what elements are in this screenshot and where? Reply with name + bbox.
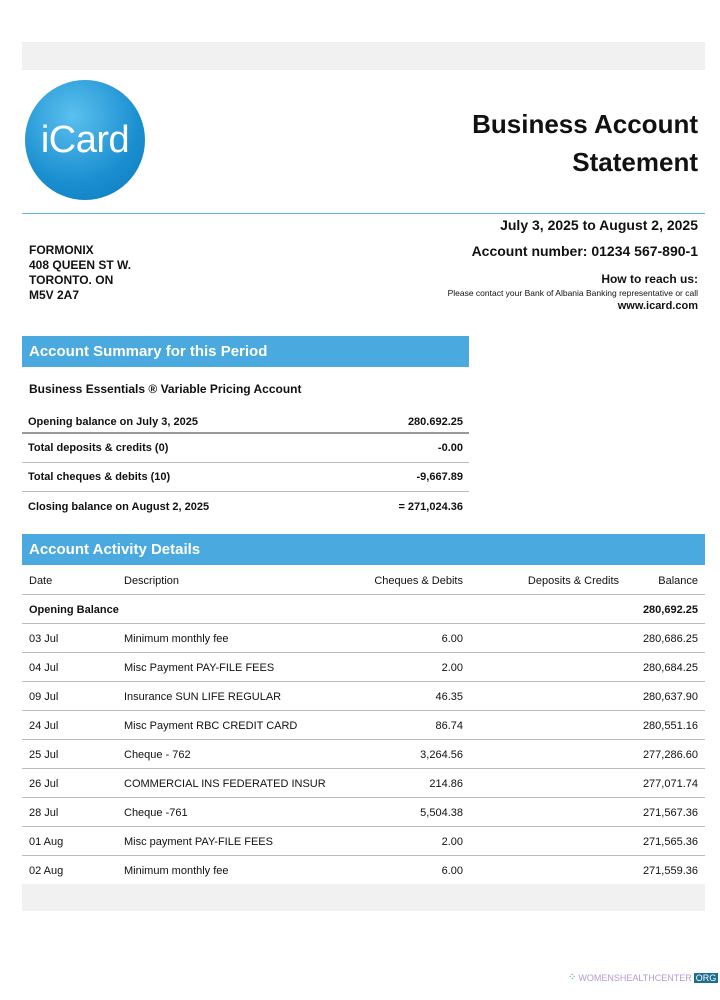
table-row: 26 Jul COMMERCIAL INS FEDERATED INSUR 214.… bbox=[22, 769, 705, 798]
table-row: 01 Aug Misc payment PAY-FILE FEES 2.00 271,… bbox=[22, 827, 705, 856]
cell-debit: 5,504.38 bbox=[420, 807, 463, 819]
account-number: Account number: 01234 567-890-1 bbox=[471, 243, 698, 259]
activity-heading: Account Activity Details bbox=[22, 534, 705, 565]
table-row: 25 Jul Cheque - 762 3,264.56 277,286.60 bbox=[22, 740, 705, 769]
cell-debit: 2.00 bbox=[441, 836, 463, 848]
cell-debit: 214.86 bbox=[429, 778, 463, 790]
summary-label: Total cheques & debits (10) bbox=[28, 471, 171, 483]
table-row: 03 Jul Minimum monthly fee 6.00 280,686.25 bbox=[22, 624, 705, 653]
cell-debit: 3,264.56 bbox=[420, 749, 463, 761]
cell-desc: COMMERCIAL INS FEDERATED INSUR bbox=[124, 778, 326, 790]
cell-date: 04 Jul bbox=[29, 662, 59, 674]
col-debits: Cheques & Debits bbox=[374, 575, 463, 587]
cell-debit: 86.74 bbox=[435, 720, 463, 732]
cell-desc: Cheque - 762 bbox=[124, 749, 191, 761]
cell-date: 09 Jul bbox=[29, 691, 59, 703]
reach-title: How to reach us: bbox=[601, 272, 698, 286]
summary-value: = 271,024.36 bbox=[398, 500, 463, 513]
summary-label: Closing balance on August 2, 2025 bbox=[28, 500, 210, 513]
cell-debit: 2.00 bbox=[441, 662, 463, 674]
reach-text: Please contact your Bank of Albania Bank… bbox=[447, 288, 698, 298]
col-description: Description bbox=[124, 575, 180, 587]
cell-desc: Misc payment PAY-FILE FEES bbox=[124, 836, 273, 848]
cell-date: 26 Jul bbox=[29, 778, 59, 790]
icard-logo: iCard bbox=[25, 80, 145, 200]
summary-row: Opening balance on July 3, 2025 280.692.2… bbox=[22, 412, 469, 434]
cell-desc: Minimum monthly fee bbox=[124, 633, 229, 645]
cell-balance: 271,559.36 bbox=[642, 865, 698, 877]
divider bbox=[22, 213, 705, 214]
cell-date: 25 Jul bbox=[29, 749, 59, 761]
cell-desc: Insurance SUN LIFE REGULAR bbox=[124, 691, 282, 703]
statement-period: July 3, 2025 to August 2, 2025 bbox=[500, 217, 698, 233]
summary-label: Opening balance on July 3, 2025 bbox=[28, 416, 198, 428]
cell-debit: 6.00 bbox=[441, 865, 463, 877]
col-date: Date bbox=[29, 575, 53, 587]
customer-address: FORMONIX 408 QUEEN ST W. TORONTO. ON M5V… bbox=[29, 243, 131, 303]
table-row: 28 Jul Cheque -761 5,504.38 271,567.36 bbox=[22, 798, 705, 827]
cell-date: 01 Aug bbox=[29, 836, 64, 848]
cell-desc: Misc Payment PAY-FILE FEES bbox=[124, 662, 275, 674]
cell-balance: 280,686.25 bbox=[642, 633, 698, 645]
page-title: Business Account Statement bbox=[472, 105, 698, 181]
watermark-badge: ORG bbox=[693, 972, 719, 983]
cell-balance: 271,567.36 bbox=[642, 807, 698, 819]
summary-label: Total deposits & credits (0) bbox=[28, 442, 169, 454]
cell-debit: 46.35 bbox=[435, 691, 463, 703]
summary-value: -0.00 bbox=[437, 442, 463, 454]
cell-balance: 280,551.16 bbox=[642, 720, 698, 732]
opening-label: Opening Balance bbox=[29, 604, 119, 616]
cell-desc: Minimum monthly fee bbox=[124, 865, 229, 877]
table-row: 02 Aug Minimum monthly fee 6.00 271,559.36 bbox=[22, 856, 705, 885]
table-header: Date Description Cheques & Debits Deposi… bbox=[22, 566, 705, 595]
cell-date: 02 Aug bbox=[29, 865, 64, 877]
address-line: FORMONIX bbox=[29, 243, 94, 257]
title-line1: Business Account bbox=[472, 109, 698, 139]
opening-balance: 280,692.25 bbox=[642, 604, 698, 616]
col-credits: Deposits & Credits bbox=[527, 575, 619, 587]
address-line: TORONTO. ON bbox=[29, 273, 114, 287]
summary-row: Total deposits & credits (0) -0.00 bbox=[22, 434, 469, 463]
website-link[interactable]: www.icard.com bbox=[617, 300, 698, 312]
logo-text: iCard bbox=[40, 118, 130, 161]
cell-date: 28 Jul bbox=[29, 807, 59, 819]
address-line: M5V 2A7 bbox=[29, 288, 80, 302]
cell-balance: 280,637.90 bbox=[642, 691, 698, 703]
summary-value: -9,667.89 bbox=[416, 471, 463, 483]
bottom-bar bbox=[22, 884, 705, 911]
top-bar bbox=[22, 42, 705, 70]
watermark: ⁘ WOMENSHEALTHCENTER ORG bbox=[568, 972, 719, 983]
summary-row: Total cheques & debits (10) -9,667.89 bbox=[22, 463, 469, 492]
summary-row: Closing balance on August 2, 2025 = 271,0… bbox=[22, 492, 469, 521]
col-balance: Balance bbox=[658, 575, 698, 587]
opening-balance-row: Opening Balance 280,692.25 bbox=[22, 595, 705, 624]
cell-balance: 277,286.60 bbox=[642, 749, 698, 761]
cell-balance: 271,565.36 bbox=[642, 836, 698, 848]
watermark-text: WOMENSHEALTHCENTER bbox=[578, 972, 692, 983]
table-row: 04 Jul Misc Payment PAY-FILE FEES 2.00 280,… bbox=[22, 653, 705, 682]
summary-value: 280.692.25 bbox=[407, 416, 463, 428]
cell-debit: 6.00 bbox=[441, 633, 463, 645]
summary-heading: Account Summary for this Period bbox=[22, 336, 469, 367]
cell-desc: Misc Payment RBC CREDIT CARD bbox=[124, 720, 298, 732]
cell-balance: 280,684.25 bbox=[642, 662, 698, 674]
title-line2: Statement bbox=[572, 147, 698, 177]
cell-date: 03 Jul bbox=[29, 633, 59, 645]
table-row: 09 Jul Insurance SUN LIFE REGULAR 46.35 280… bbox=[22, 682, 705, 711]
cell-date: 24 Jul bbox=[29, 720, 59, 732]
account-type: Business Essentials ® Variable Pricing A… bbox=[29, 382, 302, 396]
cell-desc: Cheque -761 bbox=[124, 807, 188, 819]
dots-icon: ⁘ bbox=[568, 972, 577, 983]
address-line: 408 QUEEN ST W. bbox=[29, 258, 132, 272]
table-row: 24 Jul Misc Payment RBC CREDIT CARD 86.74 2… bbox=[22, 711, 705, 740]
cell-balance: 277,071.74 bbox=[642, 778, 698, 790]
